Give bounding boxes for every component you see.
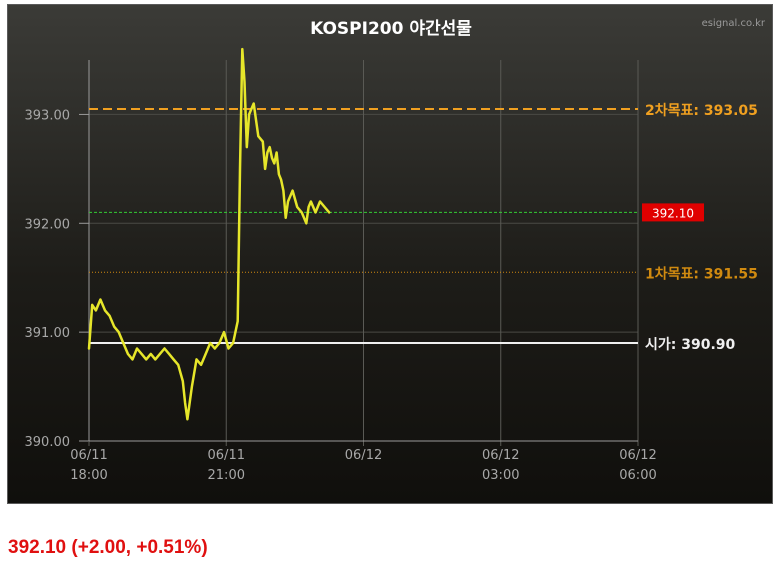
price-badge-label: 392.10 — [652, 206, 694, 220]
chart-panel: KOSPI200 야간선물 esignal.co.kr 393.00 392.00… — [7, 4, 773, 504]
y-tick-label: 391.00 — [25, 326, 71, 341]
price-chart: KOSPI200 야간선물 esignal.co.kr 393.00 392.00… — [25, 18, 766, 483]
x-tick-date: 06/12 — [619, 448, 656, 463]
x-tick-date: 06/11 — [208, 448, 245, 463]
y-tick-label: 392.00 — [25, 217, 71, 232]
reference-line-label: 2차목표: 393.05 — [645, 103, 758, 119]
x-tick-date: 06/12 — [345, 448, 382, 463]
x-tick-date: 06/11 — [70, 448, 107, 463]
x-tick-time: 06:00 — [619, 468, 656, 483]
reference-line-label: 시가: 390.90 — [645, 337, 736, 353]
y-tick-label: 390.00 — [25, 435, 71, 450]
x-tick-time: 03:00 — [482, 468, 519, 483]
price-series-line — [87, 47, 331, 421]
source-watermark: esignal.co.kr — [702, 18, 766, 29]
x-tick-time: 18:00 — [70, 468, 107, 483]
chart-title: KOSPI200 야간선물 — [310, 19, 472, 39]
x-tick-time: 21:00 — [208, 468, 245, 483]
y-tick-label: 393.00 — [25, 108, 71, 123]
reference-line-label: 1차목표: 391.55 — [645, 266, 758, 282]
price-change-summary: 392.10 (+2.00, +0.51%) — [8, 537, 208, 558]
x-tick-date: 06/12 — [482, 448, 519, 463]
price-badge — [642, 203, 704, 222]
